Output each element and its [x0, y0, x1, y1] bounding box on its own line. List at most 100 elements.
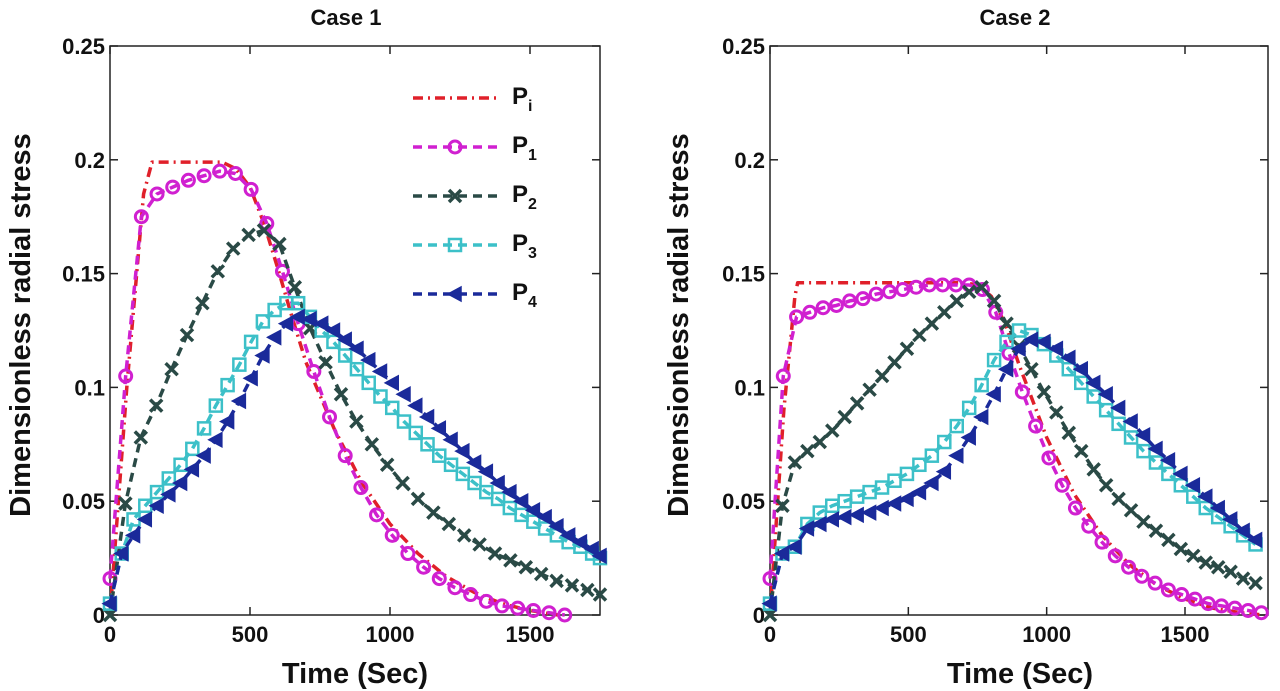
data-point	[1253, 605, 1269, 621]
data-point	[986, 293, 1002, 309]
data-point	[161, 471, 177, 486]
data-point	[1010, 340, 1026, 357]
data-point	[225, 241, 241, 256]
data-point	[124, 527, 141, 544]
data-point	[761, 595, 777, 612]
data-point	[1134, 568, 1150, 584]
data-point	[1160, 582, 1176, 598]
data-point	[899, 341, 915, 356]
legend-marker	[446, 285, 462, 303]
data-point	[360, 351, 376, 369]
data-point	[1173, 541, 1189, 557]
data-point	[1172, 465, 1188, 483]
data-point	[1187, 591, 1203, 607]
data-point	[786, 538, 802, 555]
data-point	[455, 466, 471, 482]
data-point	[477, 463, 494, 480]
series-p1	[102, 163, 573, 623]
data-point	[1024, 361, 1039, 377]
data-point	[560, 527, 576, 544]
series-line	[108, 301, 601, 605]
x-tick-label: 1500	[506, 622, 555, 647]
data-point	[272, 236, 287, 252]
data-point	[101, 595, 117, 612]
axes-frame	[769, 45, 1269, 616]
legend-label: P2	[512, 181, 537, 213]
data-point	[557, 607, 573, 623]
data-point	[1123, 430, 1139, 445]
y-axis-label: Dimensionless radial stress	[663, 133, 695, 517]
legend-label: P3	[512, 230, 537, 262]
data-point	[1161, 532, 1176, 548]
data-point	[113, 545, 129, 562]
series-p4	[761, 331, 1263, 612]
data-point	[1014, 384, 1030, 400]
data-point	[183, 461, 200, 478]
data-point	[149, 186, 165, 202]
data-point	[337, 448, 353, 464]
series-line	[108, 228, 601, 616]
data-point	[1214, 598, 1230, 614]
data-point	[431, 571, 447, 587]
series-pi	[768, 280, 1263, 617]
data-point	[1111, 416, 1126, 432]
data-point	[318, 355, 333, 370]
data-point	[1174, 587, 1190, 603]
data-point	[1147, 440, 1163, 458]
data-point	[762, 571, 778, 587]
data-point	[1134, 426, 1151, 444]
data-point	[1223, 564, 1238, 579]
data-point	[887, 355, 902, 370]
data-point	[1022, 331, 1039, 348]
data-point	[208, 398, 224, 413]
data-point	[549, 573, 564, 589]
data-point	[961, 400, 977, 416]
legend-label-main: P	[512, 279, 528, 306]
data-point	[1122, 413, 1138, 430]
data-point	[815, 300, 831, 316]
data-point	[361, 375, 376, 391]
data-point	[861, 504, 877, 521]
data-point	[348, 340, 364, 357]
legend-label: P1	[512, 132, 537, 164]
data-point	[1121, 559, 1137, 575]
data-point	[974, 377, 989, 393]
data-point	[1067, 500, 1083, 516]
data-point	[501, 483, 517, 501]
data-point	[442, 431, 458, 449]
series-line	[768, 283, 1262, 615]
data-point	[1086, 389, 1101, 404]
data-point	[848, 506, 864, 524]
data-point	[789, 309, 805, 325]
data-point	[420, 437, 435, 452]
data-point	[148, 398, 164, 413]
data-point	[802, 304, 818, 320]
data-point	[548, 517, 564, 535]
data-point	[242, 370, 258, 387]
data-point	[1246, 531, 1263, 549]
data-point	[136, 511, 153, 528]
data-point	[868, 286, 884, 302]
data-point	[418, 408, 435, 426]
x-tick-label: 500	[890, 622, 927, 647]
data-point	[533, 566, 549, 582]
data-point	[266, 329, 282, 346]
data-point	[762, 607, 778, 623]
data-point	[974, 280, 989, 295]
y-tick-label: 0.2	[734, 148, 765, 173]
data-point	[407, 397, 423, 414]
data-point	[1097, 385, 1113, 403]
data-point	[196, 168, 212, 184]
data-point	[536, 508, 552, 526]
data-point	[837, 409, 852, 425]
data-point	[118, 496, 133, 511]
data-point	[463, 587, 479, 603]
data-point	[1186, 548, 1201, 564]
data-point	[220, 377, 235, 393]
y-tick-label: 0	[753, 603, 765, 628]
data-point	[180, 172, 196, 188]
data-point	[999, 334, 1014, 350]
data-point	[541, 605, 557, 621]
legend-label-subscript: 2	[528, 196, 537, 213]
data-point	[371, 363, 388, 380]
